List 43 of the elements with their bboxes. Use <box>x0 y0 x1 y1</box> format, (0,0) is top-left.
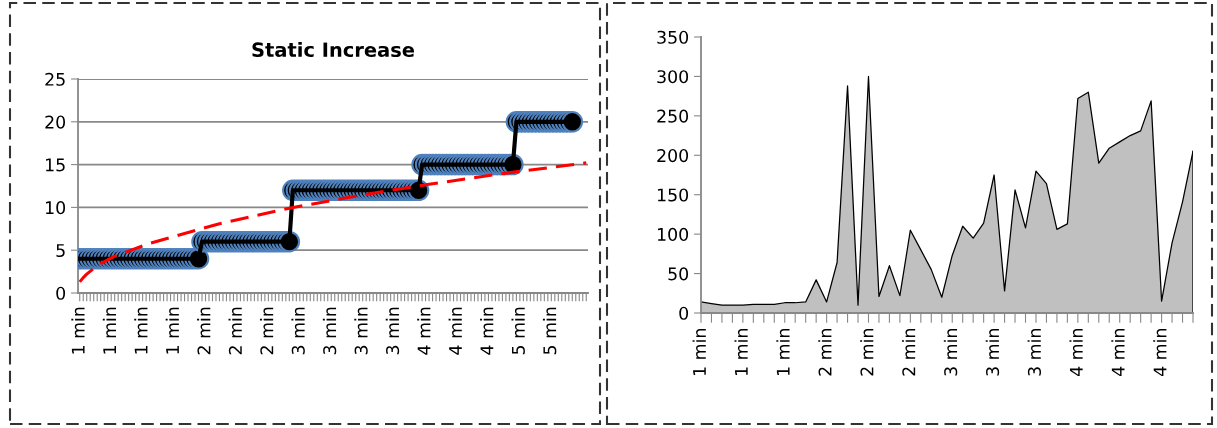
x-tick-label: 1 min <box>71 307 85 354</box>
y-tick-label: 100 <box>657 227 689 241</box>
x-tick-label: 3 min <box>354 307 368 355</box>
x-tick-label: 3 min <box>322 307 337 355</box>
x-tick-label: 1 min <box>134 307 148 354</box>
y-tick-label: 0 <box>679 306 689 320</box>
x-tick-label: 1 min <box>776 329 790 375</box>
y-tick-label: 250 <box>657 109 689 123</box>
x-tick-label: 2 min <box>197 307 211 355</box>
x-tick-label: 4 min <box>480 307 494 355</box>
y-tick-label: 200 <box>657 149 689 163</box>
x-tick-label: 1 min <box>165 307 179 354</box>
x-tick-label: 4 min <box>1069 329 1083 377</box>
x-tick-label: 2 min <box>259 307 274 355</box>
x-tick-label: 3 min <box>291 307 305 355</box>
chart-title: Static Increase <box>252 42 415 58</box>
y-tick-label: 350 <box>657 30 689 44</box>
y-tick-label: 20 <box>45 115 66 129</box>
x-tick-label: 1 min <box>734 329 748 375</box>
y-tick-label: 10 <box>46 201 66 215</box>
y-tick-label: 25 <box>45 72 65 86</box>
x-tick-label: 4 min <box>448 307 462 355</box>
x-tick-label: 1 min <box>692 329 706 375</box>
x-tick-label: 3 min <box>385 307 400 355</box>
x-tick-label: 2 min <box>228 307 242 355</box>
y-tick-label: 300 <box>657 70 689 84</box>
x-tick-label: 2 min <box>860 329 874 376</box>
y-tick-label: 0 <box>56 286 66 300</box>
x-tick-label: 2 min <box>818 329 832 376</box>
x-tick-label: 5 min <box>511 307 525 355</box>
x-tick-label: 4 min <box>1153 329 1167 377</box>
x-tick-label: 4 min <box>1111 329 1125 377</box>
x-tick-label: 2 min <box>901 329 916 376</box>
y-tick-label: 150 <box>657 188 689 202</box>
y-tick-label: 5 <box>56 244 65 258</box>
x-tick-label: 5 min <box>542 307 557 355</box>
x-tick-label: 3 min <box>1027 329 1042 376</box>
x-tick-label: 1 min <box>102 307 116 354</box>
y-tick-label: 15 <box>46 158 65 172</box>
x-tick-label: 3 min <box>985 329 1000 376</box>
x-tick-label: 4 min <box>417 307 431 355</box>
y-tick-label: 50 <box>668 267 689 281</box>
x-tick-label: 3 min <box>943 329 958 376</box>
